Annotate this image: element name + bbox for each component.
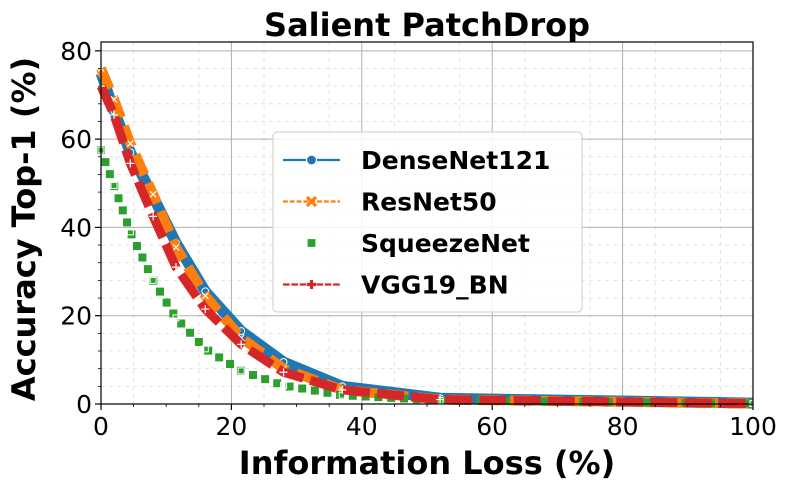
y-tick-label: 0 (76, 390, 92, 419)
series-vgg19-bn (96, 82, 757, 409)
data-point (172, 243, 180, 251)
x-tick-label: 20 (215, 412, 247, 441)
data-point (201, 345, 209, 353)
legend-label: ResNet50 (361, 188, 497, 217)
legend-label: VGG19_BN (361, 271, 509, 300)
x-tick-label: 40 (346, 412, 378, 441)
tick-layer: 0 20 40 60 80 100 0 20 40 60 80 (60, 37, 777, 441)
x-tick-label: 0 (93, 412, 109, 441)
legend: DenseNet121 ResNet50 SqueezeNet VGG19_BN (272, 131, 583, 313)
legend-item-resnet50: ResNet50 (283, 188, 497, 217)
y-axis-label: Accuracy Top-1 (%) (5, 57, 43, 401)
chart-title: Salient PatchDrop (264, 6, 590, 44)
data-point (126, 228, 134, 236)
series-layer (95, 65, 758, 409)
data-point (436, 395, 445, 404)
data-point (201, 305, 210, 314)
data-point (279, 368, 288, 377)
series-line (95, 145, 758, 408)
legend-marker (305, 154, 318, 166)
legend-marker (305, 195, 318, 208)
data-point (171, 263, 180, 272)
legend-item-vgg19-bn: VGG19_BN (283, 271, 509, 300)
data-point (172, 314, 180, 322)
legend-marker (306, 237, 317, 249)
legend-label: SqueezeNet (361, 229, 530, 258)
x-tick-label: 60 (476, 412, 508, 441)
data-point (126, 159, 135, 168)
legend-box (272, 131, 583, 313)
data-point (149, 276, 157, 284)
data-point (110, 110, 119, 119)
y-tick-label: 80 (60, 37, 92, 66)
data-point (201, 292, 209, 300)
data-point (280, 381, 288, 389)
data-point (126, 140, 134, 147)
x-tick-label: 80 (607, 412, 639, 441)
legend-marker (307, 280, 316, 289)
data-point (149, 190, 157, 198)
data-point (110, 181, 118, 189)
legend-item-squeezenet: SqueezeNet (283, 229, 530, 258)
y-tick-label: 40 (60, 213, 92, 242)
y-tick-label: 20 (60, 302, 92, 331)
data-point (149, 212, 158, 221)
x-tick-label: 100 (729, 412, 777, 441)
data-point (338, 385, 347, 394)
y-tick-label: 60 (60, 125, 92, 154)
legend-label: DenseNet121 (361, 146, 550, 175)
data-point (237, 340, 246, 349)
x-axis-label: Information Loss (%) (239, 444, 615, 482)
data-point (237, 367, 245, 375)
legend-item-densenet121: DenseNet121 (283, 146, 550, 175)
